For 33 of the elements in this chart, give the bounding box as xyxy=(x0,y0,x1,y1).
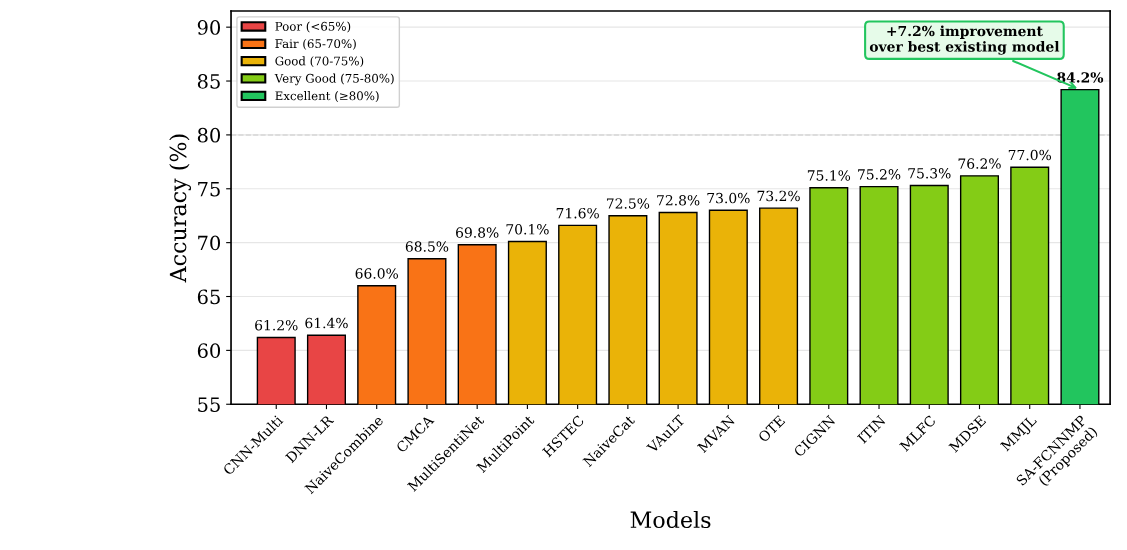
x-axis-title: Models xyxy=(630,510,711,529)
data-label: 77.0% xyxy=(1008,149,1052,161)
data-label: 72.5% xyxy=(606,198,650,209)
y-tick-label: 60 xyxy=(197,343,221,359)
y-tick-label: 55 xyxy=(198,397,220,412)
data-label: 75.3% xyxy=(908,168,951,179)
data-label: 72.8% xyxy=(657,194,700,206)
y-axis-title: Accuracy (%) xyxy=(169,134,192,283)
data-label: 66.0% xyxy=(355,268,398,279)
data-label: 68.5% xyxy=(405,241,449,252)
y-tick-label: 80 xyxy=(197,127,221,143)
legend-label: Very Good (75-80%) xyxy=(274,73,394,86)
legend-label: Good (70-75%) xyxy=(275,56,364,68)
data-label: 71.6% xyxy=(556,207,599,219)
data-label: 73.0% xyxy=(707,192,750,204)
y-tick-label: 70 xyxy=(198,235,221,251)
legend-label: Excellent (≥80%) xyxy=(275,91,379,102)
data-label: 75.1% xyxy=(807,170,851,181)
data-label: 61.4% xyxy=(305,317,348,329)
data-label: 76.2% xyxy=(958,158,1001,169)
y-tick-label: 85 xyxy=(197,73,220,89)
data-label: 61.2% xyxy=(255,319,298,331)
annotation: +7.2% improvement over best existing model xyxy=(869,25,1060,55)
data-label: 73.2% xyxy=(757,190,800,202)
data-label: 84.2% xyxy=(1057,72,1104,83)
y-tick-label: 75 xyxy=(198,181,220,197)
data-label: 69.8% xyxy=(456,227,499,238)
data-label: 70.1% xyxy=(506,224,549,235)
data-label: 75.2% xyxy=(858,169,901,180)
y-tick-label: 65 xyxy=(197,289,220,305)
y-tick-label: 90 xyxy=(197,20,221,35)
legend-label: Fair (65-70%) xyxy=(275,38,356,50)
legend-label: Poor (<65%) xyxy=(275,21,351,33)
